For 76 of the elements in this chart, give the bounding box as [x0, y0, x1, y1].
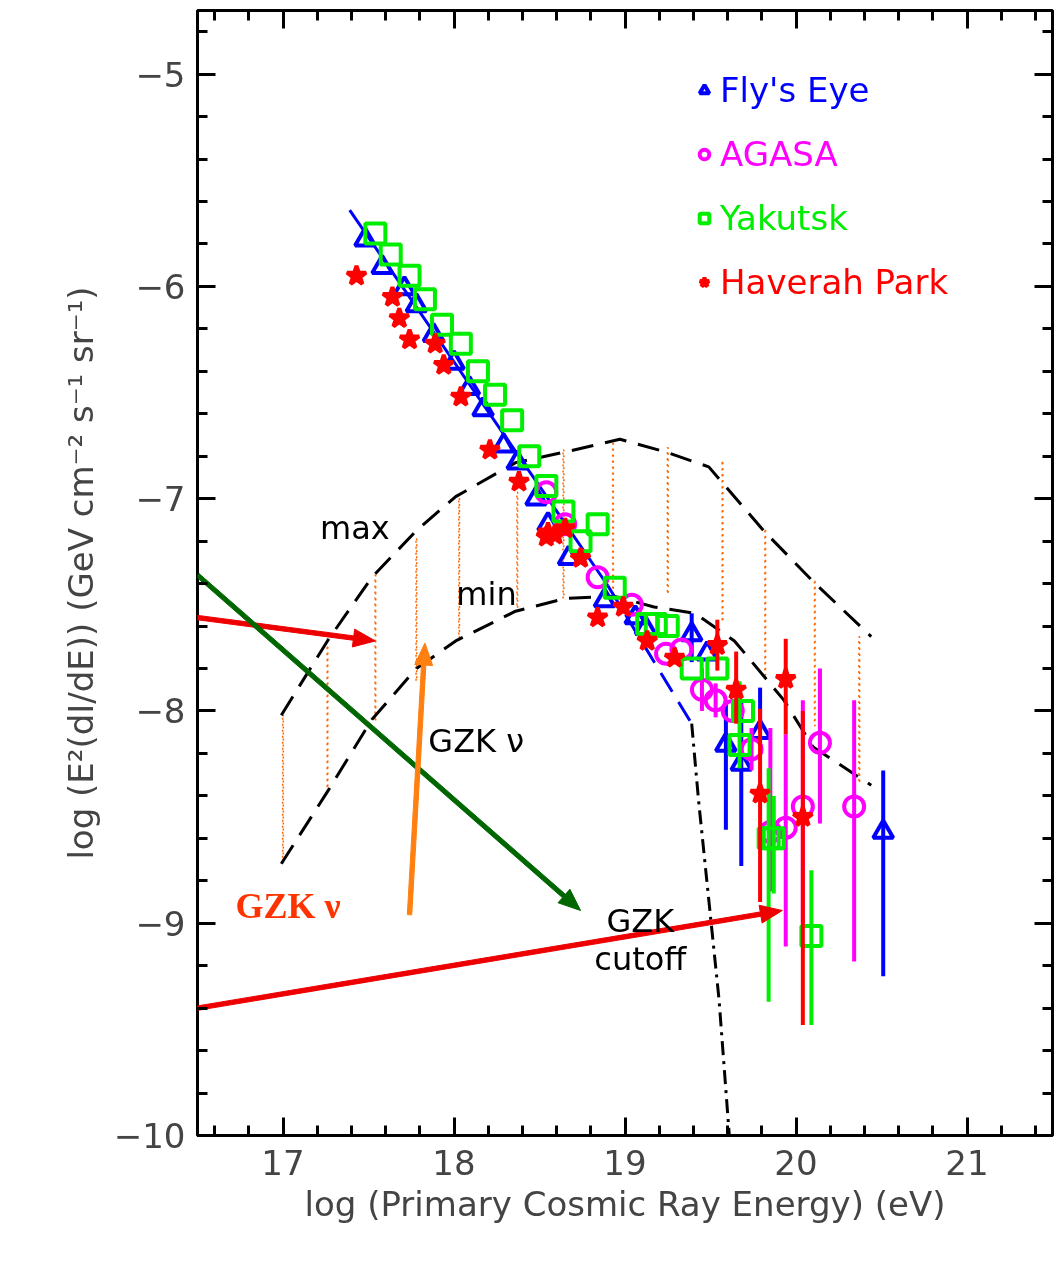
annotation: GZK ν [428, 721, 525, 760]
point [363, 221, 388, 246]
bar [813, 580, 816, 727]
point [448, 331, 473, 356]
point [730, 698, 755, 723]
point [483, 382, 508, 407]
point [465, 359, 490, 384]
point [380, 285, 404, 308]
point [761, 826, 786, 851]
y-axis-title: log (E²(dI/dE)) (GeV cm⁻² s⁻¹ sr⁻¹) [60, 286, 101, 860]
x-tick-label: 18 [432, 1142, 476, 1183]
bar [858, 635, 861, 784]
bar [374, 574, 377, 723]
point [611, 594, 635, 618]
x-tick-label: 17 [261, 1142, 305, 1183]
annotation: min [456, 575, 517, 614]
point [345, 263, 369, 286]
y-tick-label: −5 [135, 54, 186, 95]
point [398, 327, 422, 350]
point [689, 677, 714, 702]
bar [764, 529, 767, 676]
point [705, 656, 730, 681]
point [568, 529, 593, 554]
point [679, 656, 704, 681]
point [517, 444, 542, 469]
point [727, 732, 752, 757]
point [569, 546, 593, 569]
legend-label: Fly's Eye [720, 70, 870, 110]
point [507, 469, 531, 492]
point [724, 677, 748, 700]
point [602, 575, 627, 600]
x-tick-label: 19 [603, 1142, 647, 1183]
point [449, 384, 473, 407]
point [654, 641, 679, 666]
point [387, 306, 411, 329]
point [748, 781, 772, 804]
point [412, 287, 437, 312]
bar [415, 538, 418, 682]
point [585, 512, 610, 537]
legend-label: Haverah Park [720, 262, 949, 302]
point [586, 605, 610, 628]
point [774, 667, 798, 690]
point [551, 499, 576, 524]
point [478, 437, 502, 460]
bar [562, 449, 565, 600]
y-tick-label: −6 [135, 266, 186, 307]
point [807, 730, 832, 755]
y-tick-label: −7 [135, 479, 186, 520]
annotation: max [319, 509, 390, 548]
point [500, 408, 525, 433]
annotation: GZK ν [235, 886, 341, 927]
point [791, 805, 815, 828]
annotation: GZK cutoff [594, 902, 688, 979]
bar [721, 461, 724, 623]
point [432, 352, 456, 376]
x-axis-title: log (Primary Cosmic Ray Energy) (eV) [304, 1183, 946, 1224]
point [655, 614, 680, 639]
point [534, 473, 559, 498]
point [842, 794, 867, 819]
point [378, 242, 403, 267]
legend-label: AGASA [720, 134, 838, 174]
point [423, 331, 447, 354]
x-tick-label: 21 [945, 1142, 989, 1183]
y-tick-label: −8 [135, 691, 186, 732]
point [705, 633, 729, 656]
y-tick-label: −9 [135, 903, 186, 944]
legend-label: Yakutsk [720, 198, 848, 238]
line-series [279, 437, 873, 717]
x-tick-label: 20 [774, 1142, 818, 1183]
point [663, 645, 687, 668]
point [703, 688, 728, 713]
point [397, 263, 422, 288]
point [635, 628, 659, 652]
y-tick-label: −10 [113, 1116, 186, 1156]
bar [666, 447, 669, 595]
point [430, 312, 455, 337]
